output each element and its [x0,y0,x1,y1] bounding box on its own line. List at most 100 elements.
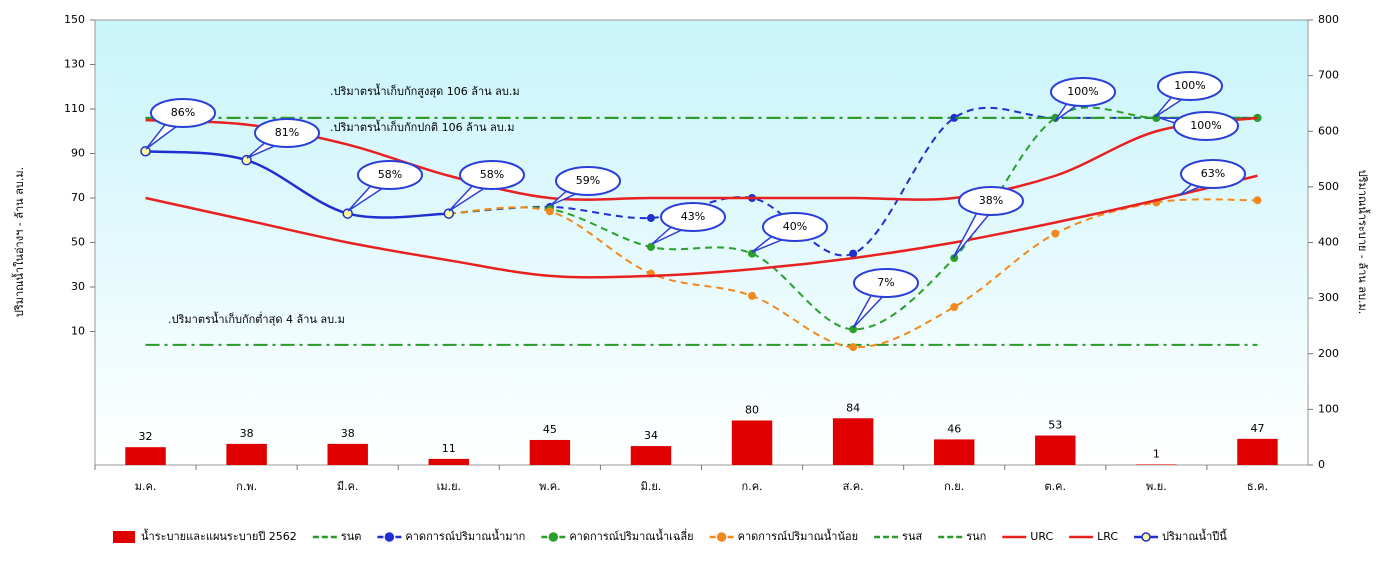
marker [1253,196,1262,205]
legend-label: LRC [1097,530,1118,543]
callout-bubble [762,212,828,242]
y-tick-label: 110 [64,102,85,115]
bar-value-label: 53 [1048,419,1062,432]
marker [950,113,959,122]
y-tick-label: 30 [71,280,85,293]
legend-marker [384,532,395,542]
legend-label: น้ำระบายและแผนระบายปี 2562 [141,528,297,543]
marker [849,343,858,352]
callout-bubble [1050,77,1116,107]
callout-label: 7% [877,276,894,289]
callout-label: 59% [576,174,600,187]
bar [529,439,571,465]
bar-value-label: 38 [341,427,355,440]
bar [428,458,470,465]
bar-value-label: 45 [543,423,557,436]
marker [849,325,858,334]
callout-bubble [357,160,423,190]
marker [646,242,655,251]
bar [731,420,773,465]
callout-label: 100% [1067,85,1098,98]
y2-tick-label: 500 [1318,180,1339,193]
y2-tick-label: 0 [1318,458,1325,471]
callout-label: 63% [1201,167,1225,180]
callout-label: 40% [783,220,807,233]
y-tick-label: 70 [71,191,85,204]
bar-value-label: 1 [1153,447,1160,460]
callout-bubble [150,98,216,128]
marker [140,146,151,157]
y2-tick-label: 300 [1318,291,1339,304]
y-tick-label: 130 [64,58,85,71]
y-axis-label: ปริมาณน้ำในอ่างฯ - ล้าน ลบ.ม. [11,167,26,317]
callout-label: 86% [171,106,195,119]
bar-value-label: 84 [846,401,860,414]
x-tick-label: ส.ค. [843,480,864,493]
callout-bubble [958,186,1024,216]
legend-label: รนต [341,530,362,543]
y2-tick-label: 400 [1318,236,1339,249]
legend-swatch [113,531,135,543]
callout-bubble [660,202,726,232]
line [145,174,1258,279]
bar [1035,435,1076,465]
x-tick-label: มี.ค. [337,480,359,493]
y2-tick-label: 200 [1318,347,1339,360]
x-tick-label: พ.ค. [539,480,561,493]
legend-label: คาดการณ์ปริมาณน้ำมาก [405,528,525,543]
callout-label: 81% [275,126,299,139]
marker [443,208,455,219]
x-tick-label: ต.ค. [1045,480,1067,493]
x-tick-label: เม.ย. [437,480,461,493]
x-tick-label: ก.ค. [742,480,763,493]
legend-label: รนส [902,530,922,543]
callout-bubble [1180,159,1246,189]
y2-tick-label: 700 [1318,69,1339,82]
legend-marker [716,532,727,542]
legend-label: รนก [966,530,986,543]
callout-label: 58% [378,168,402,181]
line [448,106,1258,331]
callout-bubble [853,268,919,298]
line [145,116,1258,201]
bar [1237,438,1278,465]
bar [1136,464,1177,465]
bar-value-label: 80 [745,404,759,417]
marker [545,207,554,216]
marker [849,249,858,258]
bar-value-label: 11 [442,442,456,455]
bar [933,439,975,465]
bar-value-label: 46 [947,422,961,435]
marker [950,254,959,263]
x-tick-label: ม.ค. [135,480,157,493]
x-tick-label: มิ.ย. [641,480,662,493]
legend-label: URC [1030,530,1053,543]
annotation: .ปริมาตรน้ำเก็บกักต่ำสุด 4 ล้าน ลบ.ม [168,311,345,326]
callout-label: 100% [1190,119,1221,132]
bar [630,446,672,465]
callout-label: 58% [480,168,504,181]
bar-value-label: 47 [1250,422,1264,435]
x-tick-label: พ.ย. [1146,480,1167,493]
y2-tick-label: 100 [1318,402,1339,415]
callout-label: 43% [681,210,705,223]
legend-label: คาดการณ์ปริมาณน้ำน้อย [738,528,858,543]
bar-value-label: 32 [139,430,153,443]
marker [646,214,655,223]
bar [125,447,166,465]
callout-label: 38% [979,194,1003,207]
bar-value-label: 34 [644,429,658,442]
bar [226,443,267,465]
annotation: .ปริมาตรน้ำเก็บกักสูงสุด 106 ล้าน ลบ.ม [330,83,520,98]
legend-marker [548,532,559,542]
callout-bubble [1157,71,1223,101]
legend-label: ปริมาณน้ำปีนี้ [1162,528,1227,543]
callout-bubble [459,160,525,190]
y-tick-label: 50 [71,236,85,249]
y-tick-label: 90 [71,147,85,160]
y-tick-label: 10 [71,325,85,338]
callout-label: 100% [1174,79,1205,92]
line [145,150,449,219]
callout-bubble [555,166,621,196]
